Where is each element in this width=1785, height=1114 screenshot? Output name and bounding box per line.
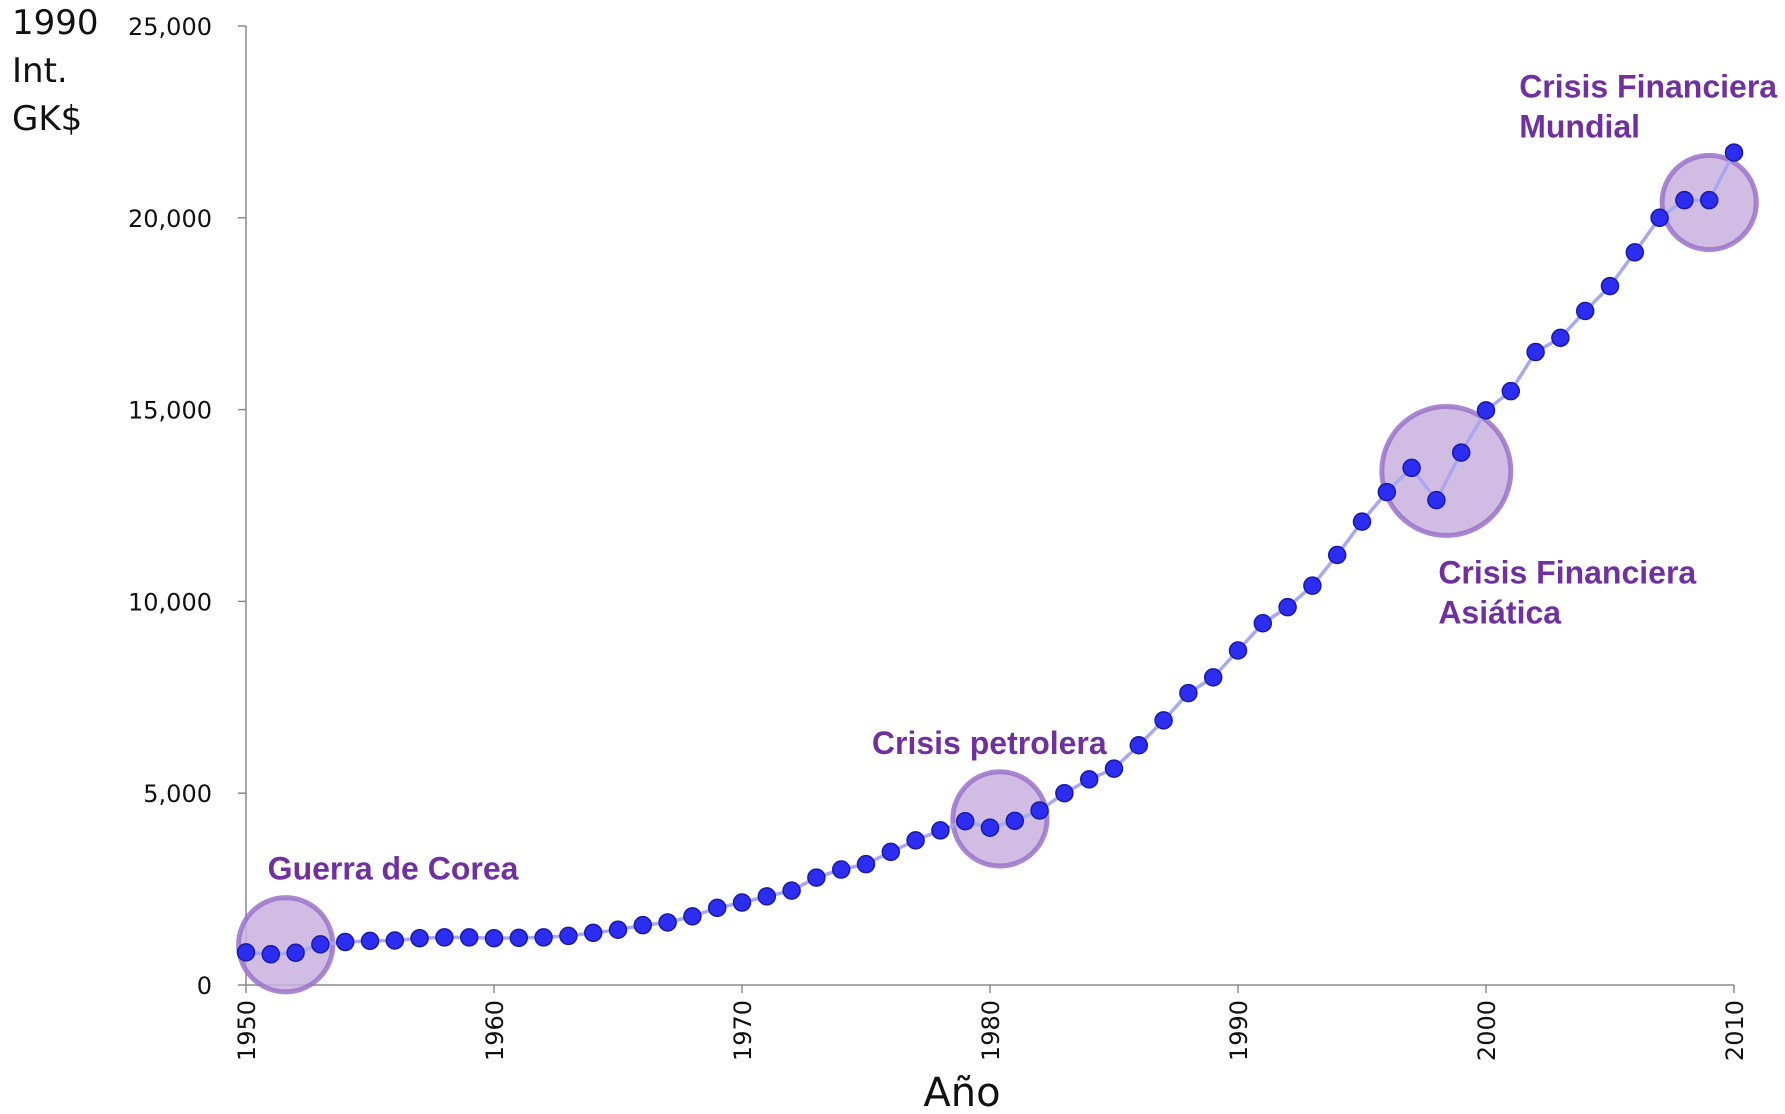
data-point [1352,512,1372,531]
data-point [881,842,901,862]
data-point [1377,482,1397,502]
data-point [559,926,578,946]
data-point [1650,208,1669,228]
data-point [335,932,355,952]
data-point [360,931,380,951]
y-tick-label: 10,000 [128,588,212,616]
y-tick-label: 5,000 [143,780,212,808]
data-point [931,821,950,840]
data-point [236,943,256,962]
data-point [1724,143,1744,162]
data-point [732,893,752,912]
data-point [1327,545,1347,565]
data-point [1427,490,1446,510]
data-point [1303,576,1322,595]
data-point [1551,328,1570,348]
y-axis-label-line: Int. [12,51,68,91]
data-point [1625,243,1645,262]
crisis-annotation-label: Crisis Financiera [1438,554,1696,590]
data-point [782,881,801,900]
y-axis-label-line: 1990 [12,3,99,43]
crisis-highlight-circle [950,769,1050,869]
data-point [1129,736,1149,755]
data-point [1179,683,1198,703]
data-point [311,935,330,954]
crisis-annotation-label: Crisis petrolera [872,725,1107,761]
data-point [856,854,876,874]
data-point [1005,811,1025,831]
data-point [484,928,504,948]
y-tick-label: 25,000 [128,13,212,41]
data-point [1451,443,1471,462]
data-point [385,931,405,950]
data-point [534,928,553,947]
y-axis-label: 1990 Int. GK$ [12,3,99,139]
x-tick-label: 2000 [1473,1000,1501,1061]
x-tick-label: 1960 [481,1000,509,1061]
x-tick-label: 2010 [1721,1000,1749,1061]
data-point [1575,301,1595,321]
data-point [683,907,702,926]
data-point [807,868,826,887]
series [236,143,1744,964]
y-tick-label: 20,000 [128,205,212,233]
data-point [1253,614,1273,633]
data-point [1228,641,1248,660]
crisis-annotation-label: Crisis Financiera [1519,68,1777,104]
crisis-highlight-circle [1379,403,1514,538]
data-point [1104,759,1124,778]
data-point [1476,401,1496,420]
data-point [261,945,281,964]
y-tick-label: 15,000 [128,397,212,425]
data-point [1699,190,1719,210]
x-tick-label: 1990 [1225,1000,1253,1061]
data-point [658,913,677,932]
data-point [633,915,653,935]
data-point [1675,190,1694,210]
data-point [1203,668,1223,687]
data-point [509,928,529,948]
data-point [286,943,305,963]
data-point [1278,597,1297,617]
crisis-annotation-label: Mundial [1519,108,1640,144]
data-point [1079,770,1099,789]
data-point [1501,381,1521,401]
crisis-annotation-label: Asiática [1438,594,1561,630]
data-point [1154,711,1173,730]
y-axis-label-line: GK$ [12,99,82,139]
x-tick-label: 1950 [233,1000,261,1061]
x-axis-label: Año [923,1070,1000,1114]
data-point [435,928,454,947]
data-point [980,818,1000,837]
data-point [1055,783,1074,803]
data-point [583,923,603,943]
crisis-annotations: Guerra de Corea Crisis petrolera Crisis Fi… [268,68,1778,886]
x-tick-label: 1970 [729,1000,757,1061]
data-point [1030,801,1049,820]
data-point [410,928,429,948]
axes: 0 5,000 10,000 15,000 20,000 25,000 1950 1960 19… [128,13,1749,1061]
data-point [1600,276,1620,296]
data-point [608,920,628,940]
data-point [1402,458,1421,478]
data-point [459,928,479,947]
data-point [1526,342,1545,362]
data-point [707,898,727,918]
crisis-annotation-label: Guerra de Corea [268,851,519,887]
data-point [955,811,975,831]
x-tick-label: 1980 [977,1000,1005,1061]
data-point [831,860,851,879]
crisis-highlights [236,152,1759,995]
y-tick-label: 0 [197,972,212,1000]
data-point [906,831,925,850]
data-point [757,887,777,906]
